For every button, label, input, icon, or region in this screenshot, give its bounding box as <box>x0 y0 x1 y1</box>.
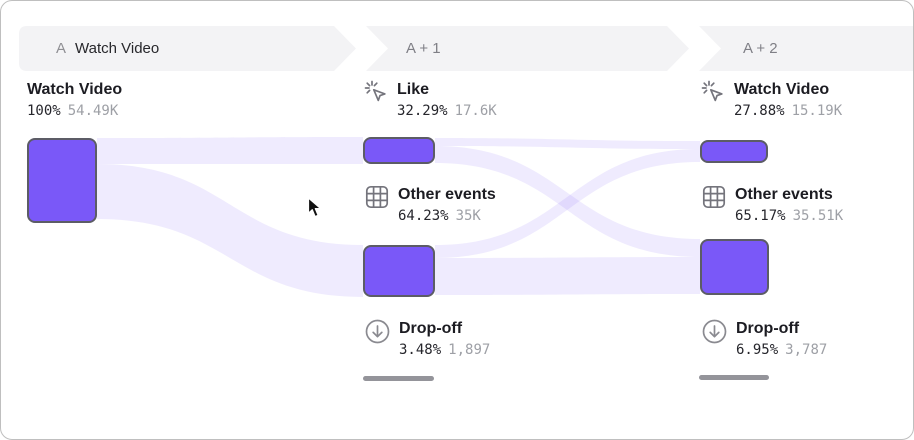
label-other-events-step1[interactable]: Other events 64.23% 35K <box>364 185 496 225</box>
node-other-events-step1[interactable] <box>363 245 435 297</box>
node-stats: 6.95% 3,787 <box>736 342 827 359</box>
node-title: Watch Video <box>734 81 830 98</box>
percent-value: 64.23% <box>398 208 449 224</box>
label-watch-video-step0[interactable]: Watch Video 100% 54.49K <box>27 80 122 120</box>
node-watch-video-step2[interactable] <box>700 140 768 163</box>
percent-value: 32.29% <box>397 103 448 119</box>
node-stats: 3.48% 1,897 <box>399 342 490 359</box>
step-label-1[interactable]: A Watch Video <box>56 26 159 71</box>
cursor-click-icon <box>363 79 389 105</box>
flow-like-to-watchvideo2[interactable] <box>435 138 700 149</box>
label-drop-off-step1[interactable]: Drop-off 3.48% 1,897 <box>364 319 490 359</box>
node-title: Like <box>397 81 430 98</box>
node-drop-off-step1[interactable] <box>363 376 434 381</box>
node-other-events-step2[interactable] <box>700 239 769 295</box>
count-value: 3,787 <box>785 342 828 358</box>
grid-icon <box>701 184 727 210</box>
step-name: A + 1 <box>406 40 441 57</box>
node-like-step1[interactable] <box>363 137 435 164</box>
mouse-cursor-icon <box>307 197 323 224</box>
flow-otherevents-to-watchvideo2[interactable] <box>435 149 700 258</box>
percent-value: 3.48% <box>399 342 442 358</box>
count-value: 1,897 <box>448 342 491 358</box>
node-watch-video-step0[interactable] <box>27 138 97 223</box>
drop-off-icon <box>364 318 391 345</box>
drop-off-icon <box>701 318 728 345</box>
node-stats: 32.29% 17.6K <box>397 103 497 120</box>
percent-value: 65.17% <box>735 208 786 224</box>
cursor-click-icon <box>700 79 726 105</box>
node-title: Watch Video <box>27 81 123 98</box>
step-chevron-1[interactable] <box>19 26 356 71</box>
node-stats: 100% 54.49K <box>27 103 122 120</box>
node-stats: 65.17% 35.51K <box>735 208 843 225</box>
node-title: Drop-off <box>736 320 800 337</box>
step-name: Watch Video <box>75 40 160 57</box>
flow-watchvideo-to-otherevents[interactable] <box>97 164 363 297</box>
flow-otherevents-to-otherevents2[interactable] <box>435 257 700 295</box>
step-chevron-3[interactable] <box>699 26 914 71</box>
percent-value: 6.95% <box>736 342 779 358</box>
step-name: A + 2 <box>743 40 778 57</box>
label-other-events-step2[interactable]: Other events 65.17% 35.51K <box>701 185 843 225</box>
step-label-2[interactable]: A + 1 <box>406 26 441 71</box>
step-header-band <box>19 26 914 71</box>
node-stats: 64.23% 35K <box>398 208 496 225</box>
percent-value: 100% <box>27 103 61 119</box>
count-value: 17.6K <box>454 103 497 119</box>
node-stats: 27.88% 15.19K <box>734 103 842 120</box>
count-value: 35K <box>455 208 481 224</box>
node-title: Drop-off <box>399 320 463 337</box>
percent-value: 27.88% <box>734 103 785 119</box>
node-title: Other events <box>398 186 496 203</box>
count-value: 15.19K <box>791 103 843 119</box>
flow-like-to-otherevents2[interactable] <box>435 146 700 257</box>
step-badge: A <box>56 40 67 57</box>
label-drop-off-step2[interactable]: Drop-off 6.95% 3,787 <box>701 319 827 359</box>
count-value: 35.51K <box>792 208 844 224</box>
step-label-3[interactable]: A + 2 <box>743 26 778 71</box>
label-like-step1[interactable]: Like 32.29% 17.6K <box>363 80 497 120</box>
grid-icon <box>364 184 390 210</box>
count-value: 54.49K <box>67 103 119 119</box>
flow-watchvideo-to-like[interactable] <box>97 137 363 164</box>
node-title: Other events <box>735 186 833 203</box>
node-drop-off-step2[interactable] <box>699 375 769 380</box>
step-chevron-2[interactable] <box>366 26 689 71</box>
label-watch-video-step2[interactable]: Watch Video 27.88% 15.19K <box>700 80 842 120</box>
